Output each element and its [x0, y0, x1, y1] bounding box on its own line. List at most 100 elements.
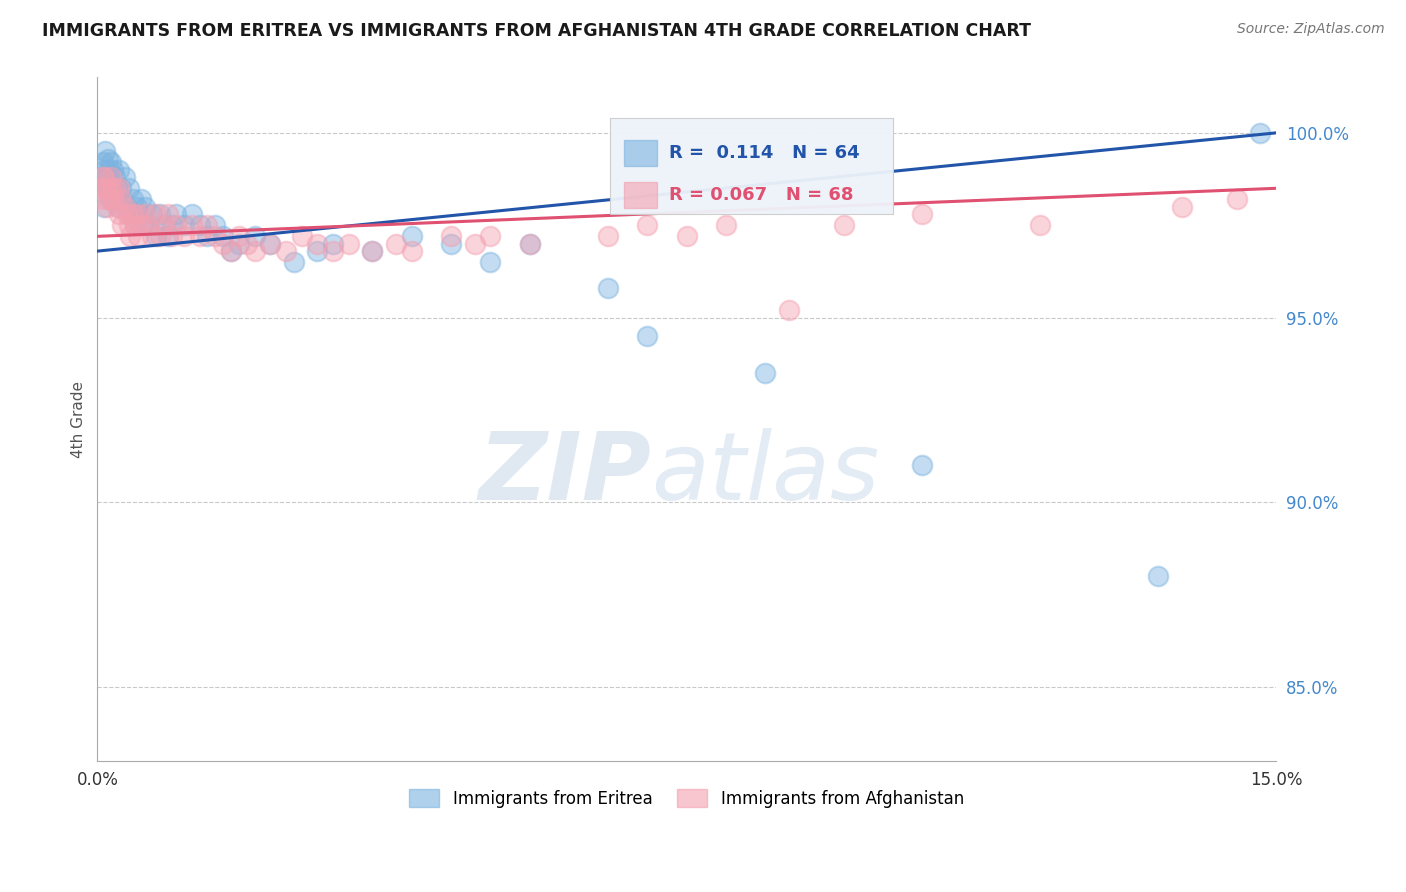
Point: [114, 200, 136, 214]
Point: [212, 236, 235, 251]
Point: [714, 219, 737, 233]
Text: Source: ZipAtlas.com: Source: ZipAtlas.com: [1237, 22, 1385, 37]
Point: [173, 229, 195, 244]
Point: [157, 229, 180, 244]
Point: [235, 236, 257, 251]
Point: [1226, 193, 1249, 207]
Point: [107, 200, 129, 214]
Point: [754, 366, 776, 380]
Point: [274, 244, 297, 259]
FancyBboxPatch shape: [610, 119, 893, 214]
Point: [1147, 569, 1170, 583]
Point: [322, 244, 344, 259]
Point: [121, 193, 143, 207]
Legend: Immigrants from Eritrea, Immigrants from Afghanistan: Immigrants from Eritrea, Immigrants from…: [402, 783, 970, 814]
Point: [98, 162, 121, 177]
Point: [134, 200, 156, 214]
Point: [337, 236, 360, 251]
Point: [127, 207, 149, 221]
Point: [104, 181, 127, 195]
Point: [91, 170, 114, 185]
Point: [188, 219, 211, 233]
Point: [91, 155, 114, 169]
Point: [100, 155, 122, 169]
Point: [180, 207, 202, 221]
Point: [149, 207, 172, 221]
Point: [1249, 126, 1271, 140]
Point: [97, 181, 120, 195]
Point: [124, 219, 146, 233]
Point: [111, 193, 134, 207]
Point: [204, 229, 226, 244]
Point: [108, 207, 131, 221]
Point: [636, 219, 658, 233]
Point: [911, 207, 934, 221]
Point: [93, 181, 115, 195]
Point: [138, 219, 160, 233]
Point: [165, 219, 187, 233]
Point: [138, 219, 160, 233]
Point: [519, 236, 541, 251]
Point: [125, 200, 148, 214]
Point: [204, 219, 226, 233]
Y-axis label: 4th Grade: 4th Grade: [72, 381, 86, 458]
Point: [778, 303, 800, 318]
Point: [153, 219, 176, 233]
Point: [479, 229, 502, 244]
Point: [125, 207, 148, 221]
Point: [361, 244, 384, 259]
Point: [385, 236, 408, 251]
Point: [120, 207, 142, 221]
FancyBboxPatch shape: [624, 182, 657, 208]
Point: [98, 193, 121, 207]
Point: [104, 193, 127, 207]
Point: [219, 244, 242, 259]
Text: R =  0.114   N = 64: R = 0.114 N = 64: [669, 144, 859, 162]
Point: [283, 255, 305, 269]
Point: [160, 229, 183, 244]
Point: [118, 219, 141, 233]
Point: [100, 193, 122, 207]
Point: [105, 200, 128, 214]
Point: [291, 229, 314, 244]
Point: [440, 236, 463, 251]
Point: [94, 162, 117, 177]
Point: [107, 181, 129, 195]
Point: [401, 229, 423, 244]
Point: [145, 207, 167, 221]
Point: [188, 229, 211, 244]
Text: R = 0.067   N = 68: R = 0.067 N = 68: [669, 186, 853, 204]
Point: [519, 236, 541, 251]
Point: [100, 170, 122, 185]
Point: [93, 193, 115, 207]
Point: [479, 255, 502, 269]
Point: [124, 219, 146, 233]
Point: [160, 219, 183, 233]
Point: [307, 236, 329, 251]
Point: [212, 229, 235, 244]
Point: [157, 207, 180, 221]
Point: [104, 170, 127, 185]
Point: [911, 458, 934, 473]
Point: [110, 181, 132, 195]
Point: [1029, 219, 1052, 233]
Point: [464, 236, 486, 251]
Point: [307, 244, 329, 259]
Point: [118, 181, 141, 195]
Point: [115, 207, 138, 221]
Point: [94, 145, 117, 159]
Point: [120, 229, 142, 244]
Point: [134, 207, 156, 221]
Point: [97, 152, 120, 166]
Point: [111, 219, 134, 233]
Point: [121, 207, 143, 221]
Point: [1171, 200, 1194, 214]
Point: [141, 207, 163, 221]
Point: [93, 170, 115, 185]
Text: IMMIGRANTS FROM ERITREA VS IMMIGRANTS FROM AFGHANISTAN 4TH GRADE CORRELATION CHA: IMMIGRANTS FROM ERITREA VS IMMIGRANTS FR…: [42, 22, 1031, 40]
Point: [101, 162, 124, 177]
Point: [173, 219, 195, 233]
Point: [94, 181, 117, 195]
Point: [361, 244, 384, 259]
Point: [259, 236, 281, 251]
